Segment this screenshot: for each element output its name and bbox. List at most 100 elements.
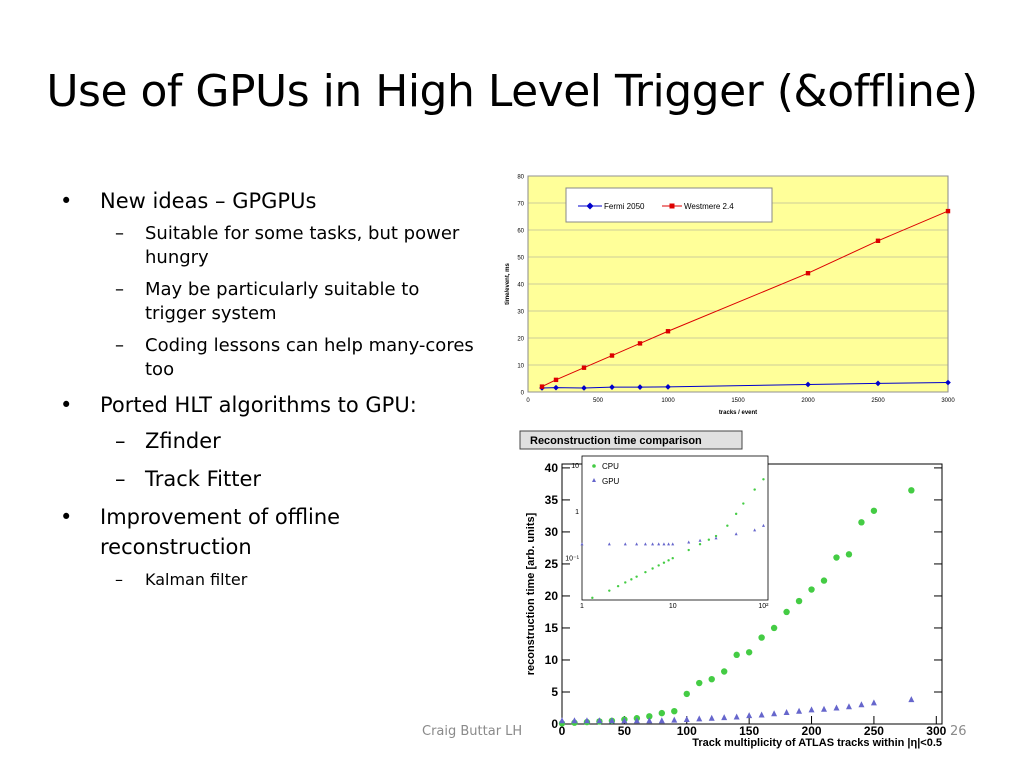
inset-x-tick-label: 1 [580,603,584,610]
sub-bullet-zfinder: Zfinder [60,426,480,456]
inset-point-gpu [698,538,702,542]
y-tick-label: 60 [517,229,524,235]
x-tick-label: 2000 [801,398,815,404]
data-point-cpu [733,651,740,659]
x-tick-label: 200 [802,724,822,738]
data-point-gpu [658,717,665,724]
legend-label-westmere: Westmere 2.4 [684,202,734,211]
data-point-gpu [858,701,865,708]
inset-point-cpu [707,538,711,541]
inset-point-cpu [671,556,674,560]
data-point-westmere [609,353,615,358]
inset-point-cpu [630,578,633,581]
inset-legend-label-cpu: CPU [602,462,619,471]
y-tick-label: 50 [517,256,524,262]
inset-point-cpu [698,543,702,546]
data-point-gpu [771,710,778,717]
data-point-gpu [708,714,715,721]
data-point-gpu [608,717,615,724]
inset-point-gpu [753,528,757,532]
y-tick-label: 35 [545,493,559,507]
data-point-gpu [733,713,740,720]
inset-y-tick-label: 1 [575,509,579,516]
y-tick-label: 70 [517,202,524,208]
data-point-gpu [908,696,915,703]
data-point-cpu [833,554,840,561]
data-point-cpu [783,608,790,616]
inset-point-cpu [657,564,660,567]
data-point-cpu [795,597,803,605]
data-point-gpu [746,712,753,719]
data-point-cpu [845,551,853,558]
x-tick-label: 3000 [941,398,955,404]
data-point-westmere [553,377,559,383]
data-point-gpu [696,715,703,722]
data-point-gpu [808,706,815,713]
inset-point-cpu [742,502,745,505]
data-point-cpu [758,634,765,641]
inset-point-gpu [651,542,655,546]
data-point-fermi [945,379,951,386]
x-tick-label: 1000 [661,398,675,404]
data-point-gpu [646,717,653,724]
inset-point-gpu [671,542,675,546]
sub-bullet-trigger: May be particularly suitable to trigger … [60,278,480,326]
data-point-westmere [637,341,643,346]
data-point-cpu [720,668,728,675]
inset-point-gpu [635,542,639,546]
data-point-gpu [721,714,728,721]
data-point-fermi [553,384,559,391]
inset-y-tick-label: 10⁻¹ [565,556,579,563]
inset-point-gpu [687,540,691,544]
chart-legend: Fermi 2050 Westmere 2.4 [565,187,773,223]
y-axis-label: time/event, ms [505,262,511,304]
data-point-fermi [609,384,615,390]
inset-point-cpu [635,575,638,578]
data-point-westmere [805,271,811,276]
y-tick-label: 5 [551,685,558,699]
data-point-fermi [581,385,587,391]
inset-point-gpu [623,542,627,546]
inset-point-cpu [734,512,738,516]
inset-point-cpu [624,581,627,584]
data-point-cpu [808,586,815,593]
chart-title-box [519,430,743,450]
x-tick-label: 0 [526,398,530,404]
data-point-cpu [745,649,753,656]
inset-legend-marker-cpu [592,464,596,468]
page-number: 26 [950,724,967,739]
y-tick-label: 25 [545,557,559,571]
data-point-cpu [646,713,653,720]
data-point-gpu [683,716,690,723]
y-tick-label: 0 [551,717,558,731]
inset-legend-marker-gpu [592,478,596,482]
x-tick-label: 300 [926,724,946,738]
x-axis-label: Track multiplicity of ATLAS tracks withi… [692,737,942,749]
data-point-gpu [796,707,803,714]
data-point-gpu [833,704,840,711]
sub-bullet-coding: Coding lessons can help many-cores too [60,334,480,382]
data-point-gpu [821,705,828,712]
data-point-cpu [658,709,666,717]
data-point-cpu [858,519,865,526]
legend-label-fermi: Fermi 2050 [604,202,645,211]
slide-title: Use of GPUs in High Level Trigger (&offl… [46,66,978,117]
data-point-gpu [583,717,590,724]
inset-y-tick-label: 10 [571,463,579,470]
bullet-ported-hlt: Ported HLT algorithms to GPU: [60,390,480,420]
inset-point-cpu [591,596,594,600]
inset-point-gpu [607,542,611,546]
data-point-gpu [571,717,578,724]
y-tick-label: 30 [517,310,524,316]
x-tick-label: 1500 [731,398,745,404]
data-point-fermi [875,380,881,387]
inset-point-cpu [662,561,666,564]
x-axis-label: tracks / event [719,410,757,416]
data-point-gpu [845,703,852,710]
inset-point-gpu [734,532,738,536]
inset-point-gpu [714,536,718,540]
data-point-cpu [820,577,828,584]
x-tick-label: 100 [677,724,697,738]
bullet-new-ideas: New ideas – GPGPUs [60,186,480,216]
sub-bullet-kalman: Kalman filter [60,568,480,592]
